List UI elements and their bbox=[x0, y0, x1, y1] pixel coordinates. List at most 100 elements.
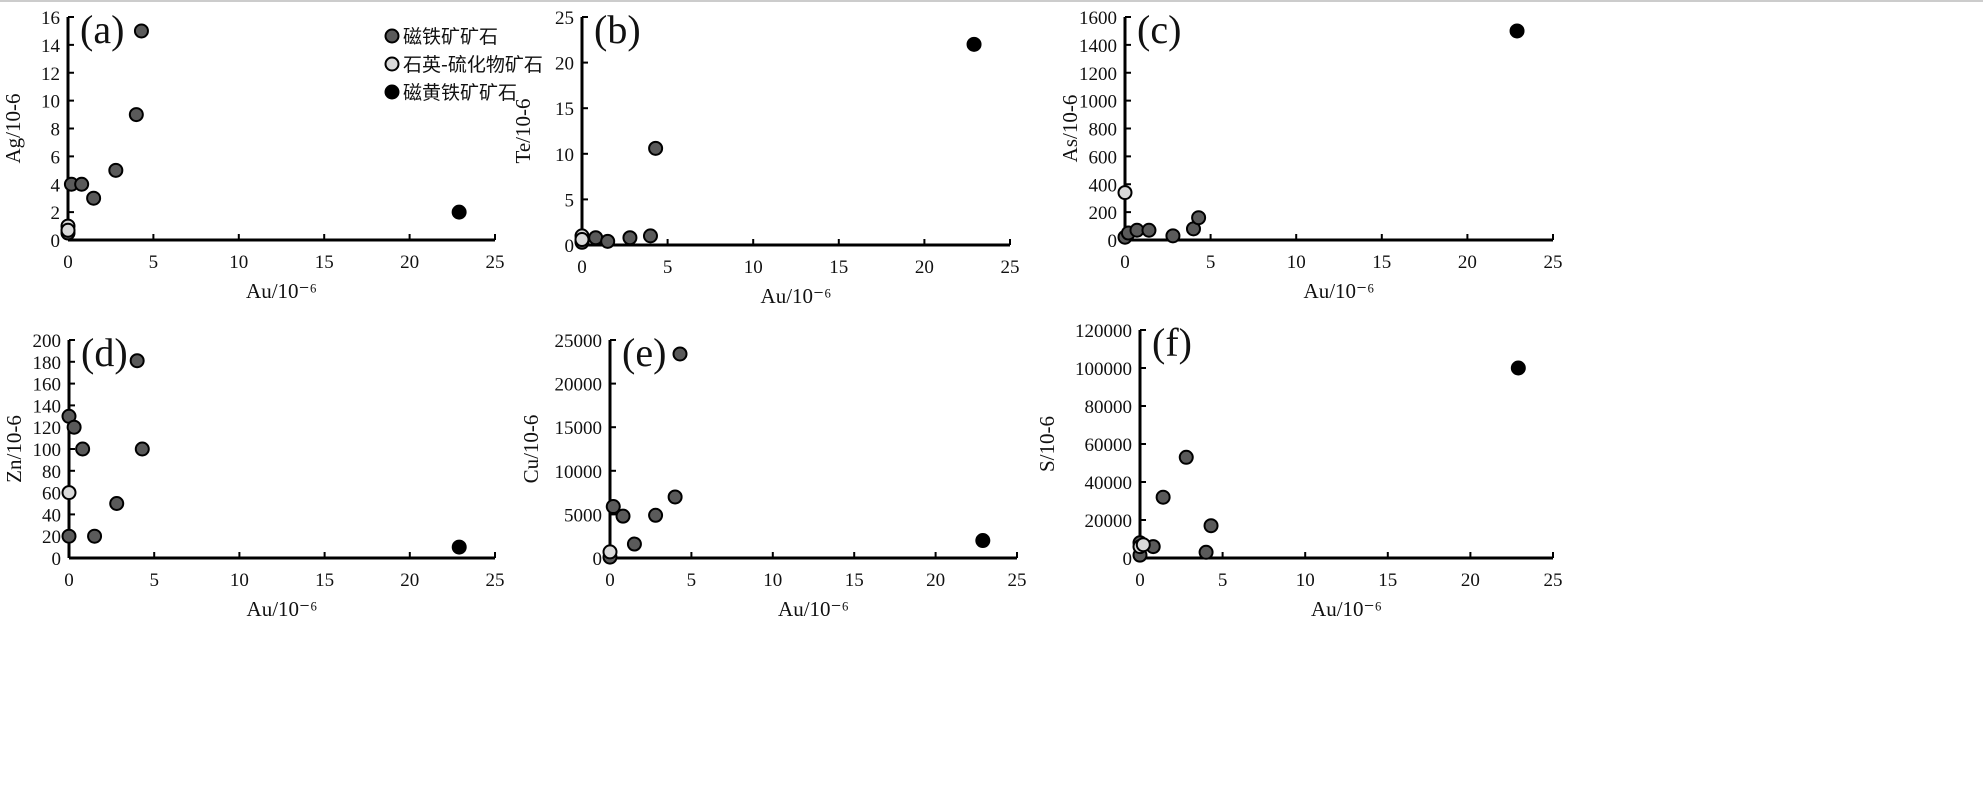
data-point-magnetite bbox=[622, 230, 638, 246]
legend-marker-icon bbox=[384, 28, 400, 44]
y-tick-label: 600 bbox=[1089, 147, 1118, 168]
panel-c: 0 200 400 600 800 1000 1200 1400 1600 0 5 10 15 20 25 A… bbox=[1058, 7, 1563, 303]
x-tick-label: 10 bbox=[1287, 252, 1306, 273]
y-tick-label: 10 bbox=[555, 145, 574, 166]
y-tick-label: 200 bbox=[33, 331, 62, 352]
data-point-magnetite bbox=[1178, 449, 1194, 465]
x-tick-label: 20 bbox=[1461, 570, 1480, 591]
data-point-pyrrhotite bbox=[1510, 360, 1526, 376]
data-point-magnetite bbox=[615, 508, 631, 524]
y-tick-label: 1000 bbox=[1079, 92, 1117, 113]
y-tick-label: 0 bbox=[1108, 231, 1118, 252]
data-point-magnetite bbox=[648, 140, 664, 156]
panel-f: 0 20000 40000 60000 80000 100000 120000 0 5 10 15 2… bbox=[1035, 320, 1563, 621]
data-point-magnetite bbox=[129, 353, 145, 369]
y-tick-label: 200 bbox=[1089, 203, 1118, 224]
x-tick-label: 5 bbox=[1218, 570, 1228, 591]
data-point-magnetite bbox=[642, 228, 658, 244]
panel-e: 0 5000 10000 15000 20000 25000 0 5 10 15 20 25 Au/10… bbox=[519, 330, 1027, 621]
x-axis-title: Au/10⁻⁶ bbox=[761, 284, 832, 308]
y-tick-label: 40000 bbox=[1085, 473, 1133, 494]
x-tick-label: 15 bbox=[829, 257, 848, 278]
x-tick-label: 20 bbox=[926, 570, 945, 591]
y-tick-label: 60 bbox=[42, 484, 61, 505]
x-tick-label: 20 bbox=[400, 570, 419, 591]
x-tick-label: 5 bbox=[663, 257, 673, 278]
y-tick-label: 10 bbox=[41, 92, 60, 113]
y-tick-label: 120 bbox=[33, 418, 62, 439]
y-tick-label: 20 bbox=[42, 527, 61, 548]
y-tick-label: 80 bbox=[42, 462, 61, 483]
y-tick-label: 100 bbox=[33, 440, 62, 461]
data-point-magnetite bbox=[86, 190, 102, 206]
panel-label: (b) bbox=[594, 7, 641, 52]
data-point-magnetite bbox=[1198, 544, 1214, 560]
x-axis-title: Au/10⁻⁶ bbox=[778, 597, 849, 621]
data-point-magnetite bbox=[600, 233, 616, 249]
x-tick-label: 5 bbox=[149, 570, 159, 591]
data-point-magnetite bbox=[128, 107, 144, 123]
y-axis-title: S/10-6 bbox=[1035, 416, 1059, 472]
y-tick-label: 0 bbox=[1123, 549, 1133, 570]
x-tick-label: 25 bbox=[1544, 252, 1563, 273]
data-point-pyrrhotite bbox=[966, 36, 982, 52]
x-tick-label: 15 bbox=[315, 252, 334, 273]
data-point-magnetite bbox=[605, 499, 621, 515]
y-axis-title: Ag/10-6 bbox=[1, 94, 25, 164]
data-point-magnetite bbox=[109, 496, 125, 511]
y-tick-label: 60000 bbox=[1085, 435, 1133, 456]
data-point-magnetite bbox=[1191, 210, 1207, 226]
x-tick-label: 15 bbox=[1372, 252, 1391, 273]
y-tick-label: 1600 bbox=[1079, 8, 1117, 29]
x-tick-label: 10 bbox=[230, 570, 249, 591]
data-point-magnetite bbox=[1141, 222, 1157, 238]
x-tick-label: 20 bbox=[400, 252, 419, 273]
x-tick-label: 0 bbox=[64, 570, 74, 591]
y-tick-label: 4 bbox=[51, 175, 61, 196]
y-tick-label: 40 bbox=[42, 505, 61, 526]
data-point-magnetite bbox=[1165, 228, 1181, 244]
x-tick-label: 0 bbox=[1120, 252, 1130, 273]
x-tick-label: 20 bbox=[915, 257, 934, 278]
y-tick-label: 0 bbox=[51, 231, 61, 252]
y-tick-label: 120000 bbox=[1075, 321, 1132, 342]
data-point-pyrrhotite bbox=[451, 539, 467, 555]
y-tick-label: 20 bbox=[555, 54, 574, 75]
x-tick-label: 10 bbox=[1296, 570, 1315, 591]
y-tick-label: 400 bbox=[1089, 175, 1118, 196]
data-point-magnetite bbox=[672, 346, 688, 362]
data-point-magnetite bbox=[1155, 489, 1171, 505]
data-point-magnetite bbox=[66, 419, 82, 435]
data-point-quartz-sulfide bbox=[1135, 537, 1151, 553]
x-tick-label: 15 bbox=[315, 570, 334, 591]
x-axis-title: Au/10⁻⁶ bbox=[247, 597, 318, 621]
y-tick-label: 800 bbox=[1089, 120, 1118, 141]
data-point-pyrrhotite bbox=[451, 204, 467, 220]
y-tick-label: 20000 bbox=[1085, 511, 1133, 532]
y-tick-label: 14 bbox=[41, 36, 61, 57]
x-tick-label: 0 bbox=[577, 257, 587, 278]
x-tick-label: 5 bbox=[687, 570, 697, 591]
x-axis-title: Au/10⁻⁶ bbox=[246, 279, 317, 303]
data-point-quartz-sulfide bbox=[602, 544, 618, 560]
data-point-pyrrhotite bbox=[975, 533, 991, 549]
panel-b: 0 5 10 15 20 25 0 5 10 15 20 25 Au/10⁻⁶ Te/10-6 (b) bbox=[511, 7, 1020, 308]
x-tick-label: 0 bbox=[63, 252, 73, 273]
y-tick-label: 20000 bbox=[555, 375, 603, 396]
y-tick-label: 10000 bbox=[555, 462, 603, 483]
data-point-magnetite bbox=[133, 23, 149, 39]
y-tick-label: 2 bbox=[51, 203, 61, 224]
x-tick-label: 25 bbox=[1008, 570, 1027, 591]
data-point-quartz-sulfide bbox=[574, 232, 590, 248]
y-tick-label: 100000 bbox=[1075, 359, 1132, 380]
y-tick-label: 5 bbox=[565, 190, 575, 211]
x-tick-label: 25 bbox=[1544, 570, 1563, 591]
y-axis-title: Zn/10-6 bbox=[2, 415, 26, 483]
data-point-quartz-sulfide bbox=[1117, 185, 1133, 201]
data-point-magnetite bbox=[75, 441, 91, 457]
panel-label: (d) bbox=[81, 330, 128, 375]
x-tick-label: 25 bbox=[1001, 257, 1020, 278]
data-point-magnetite bbox=[87, 528, 103, 544]
